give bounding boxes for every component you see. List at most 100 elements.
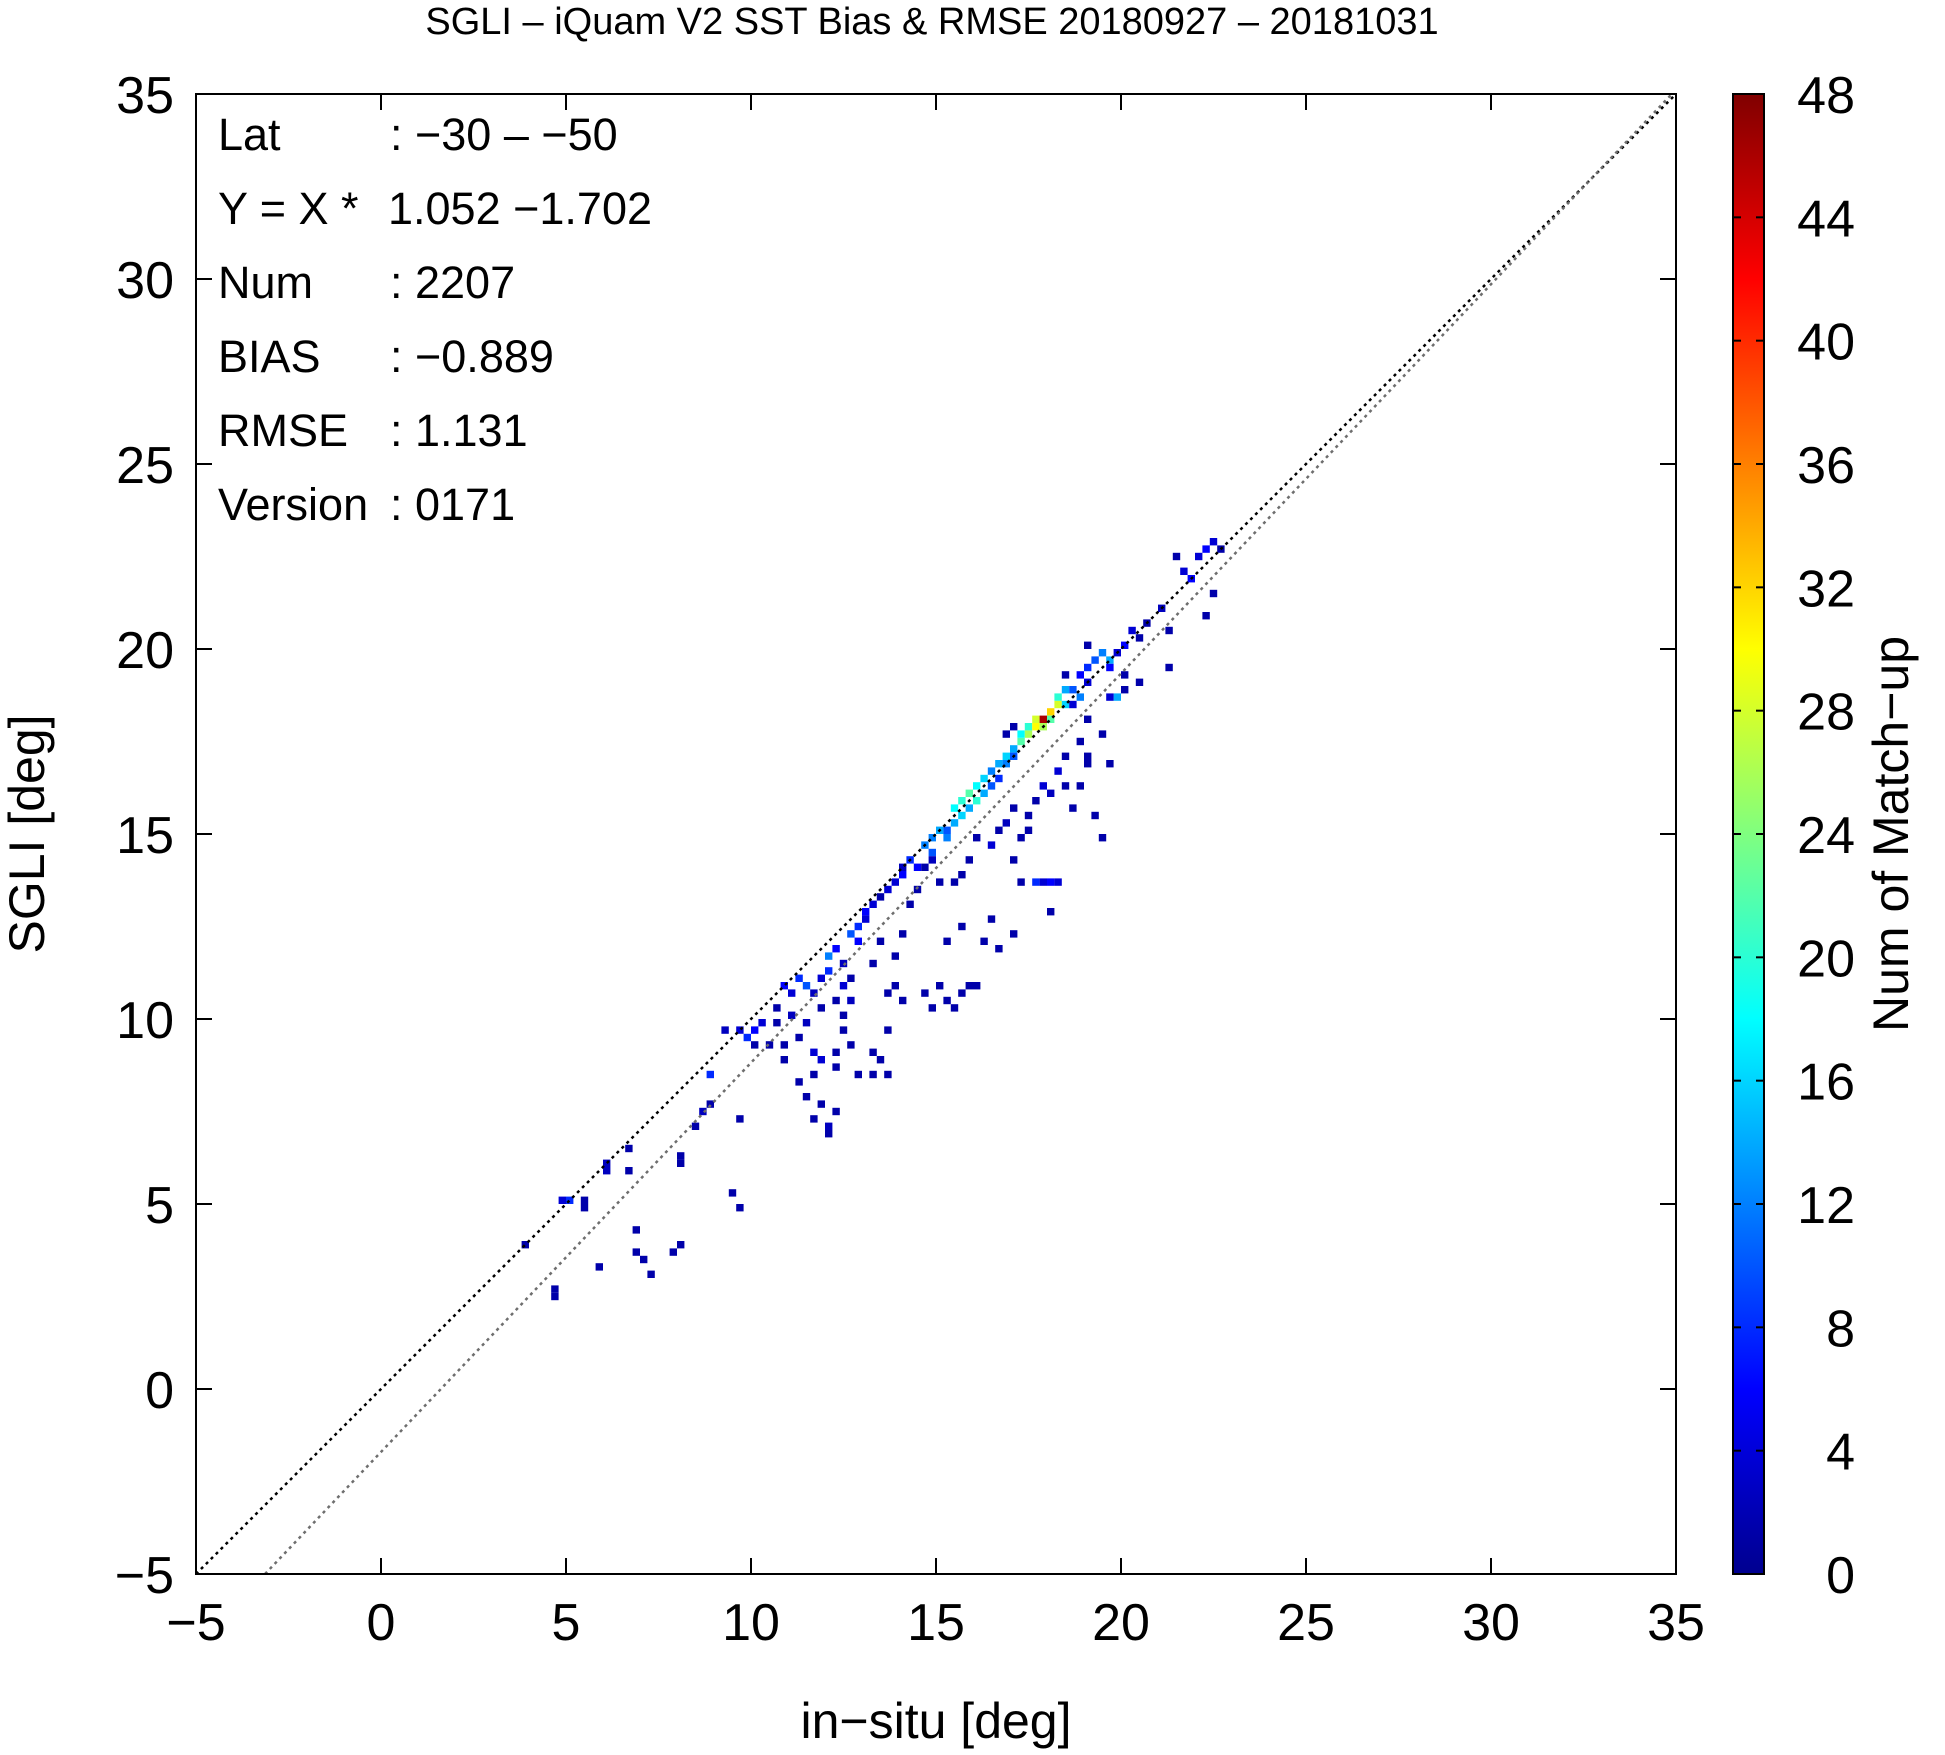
density-cell	[1024, 811, 1033, 820]
colorbar-tick-label: 12	[1797, 1177, 1855, 1235]
density-cell	[1061, 671, 1070, 679]
y-tick-label: 0	[145, 1362, 174, 1420]
density-cell	[847, 974, 855, 982]
x-tick-label: 25	[1277, 1594, 1335, 1652]
density-cell	[1076, 782, 1084, 790]
y-tick-label: 30	[116, 252, 174, 310]
density-cell	[677, 1159, 685, 1167]
density-cell	[1209, 538, 1218, 546]
density-cell	[876, 1056, 885, 1064]
density-cell	[1135, 678, 1144, 686]
density-cell	[580, 1196, 589, 1204]
density-cell	[847, 996, 855, 1005]
density-cell	[825, 1122, 833, 1130]
density-cell	[1002, 819, 1010, 827]
density-cell	[987, 767, 996, 775]
stats-value: : 0171	[390, 479, 515, 530]
density-cell	[1106, 760, 1114, 768]
density-cell	[1069, 700, 1077, 709]
density-cell	[802, 982, 811, 990]
density-cell	[899, 996, 907, 1005]
density-cell	[839, 982, 848, 990]
density-cell	[854, 937, 862, 945]
density-cell	[810, 1048, 818, 1056]
density-cell	[788, 989, 796, 997]
density-cell	[817, 1004, 825, 1012]
density-cell	[884, 989, 892, 997]
stats-label: Lat	[218, 109, 281, 160]
density-cell	[817, 974, 825, 982]
density-cell	[995, 760, 1003, 768]
density-cell	[1054, 700, 1062, 709]
density-cell	[1098, 834, 1107, 842]
density-cell	[1084, 760, 1092, 768]
density-cell	[1076, 737, 1084, 746]
density-cell	[965, 982, 973, 990]
density-cell	[995, 774, 1003, 783]
density-cell	[832, 1063, 840, 1071]
density-cell	[832, 1048, 840, 1056]
density-cell	[884, 1070, 892, 1079]
density-cell	[854, 1070, 862, 1079]
density-cell	[1084, 641, 1092, 649]
density-cell	[810, 989, 818, 997]
density-cell	[551, 1292, 559, 1301]
density-cell	[884, 885, 892, 894]
y-tick-label: 20	[116, 622, 174, 680]
density-cell	[751, 1026, 759, 1034]
density-cell	[706, 1070, 714, 1079]
density-cells	[521, 538, 1225, 1301]
density-cell	[936, 878, 944, 886]
density-cell	[1010, 745, 1018, 753]
density-cell	[1061, 752, 1070, 760]
density-cell	[1054, 878, 1062, 886]
stats-box: Lat: −30 – −50 Y = X * 1.052 −1.702 Num: 22…	[218, 109, 652, 530]
stats-label: BIAS	[218, 331, 321, 382]
density-cell	[699, 1107, 707, 1116]
density-cell	[802, 1093, 811, 1101]
x-tick-label: 30	[1462, 1594, 1520, 1652]
density-cell	[1017, 878, 1025, 886]
colorbar-tick-label: 40	[1797, 314, 1855, 372]
density-cell	[862, 915, 870, 923]
density-cell	[780, 982, 788, 990]
chart-title: SGLI – iQuam V2 SST Bias & RMSE 20180927…	[425, 1, 1438, 43]
density-cell	[773, 1004, 781, 1012]
density-cell	[1024, 826, 1033, 834]
density-cell	[625, 1167, 633, 1175]
density-cell	[1039, 878, 1047, 886]
density-cell	[825, 952, 833, 960]
density-cell	[817, 1056, 825, 1064]
colorbar-tick-label: 28	[1797, 684, 1855, 742]
density-cell	[795, 1078, 803, 1086]
stats-label: RMSE	[218, 405, 348, 456]
density-cell	[958, 922, 966, 931]
density-cell	[1091, 811, 1099, 820]
density-cell	[1113, 693, 1121, 701]
colorbar-tick-label: 32	[1797, 560, 1855, 618]
density-cell	[950, 878, 959, 886]
density-cell	[862, 908, 870, 916]
density-cell	[899, 863, 907, 871]
density-cell	[1091, 656, 1099, 664]
density-cell	[1202, 545, 1210, 553]
density-cell	[950, 1004, 959, 1012]
density-cell	[891, 952, 899, 960]
colorbar-tick-label: 24	[1797, 807, 1855, 865]
density-cell	[1202, 612, 1210, 620]
density-cell	[1032, 723, 1040, 731]
colorbar-tick-label: 20	[1797, 930, 1855, 988]
density-cell	[1054, 767, 1062, 775]
y-tick-label: 25	[116, 437, 174, 495]
stats-value: 1.052 −1.702	[388, 183, 652, 234]
density-cell	[973, 797, 981, 805]
density-cell	[928, 848, 936, 857]
density-cell	[765, 1041, 774, 1049]
density-cell	[1121, 671, 1129, 679]
density-cell	[876, 937, 885, 945]
density-cell	[1061, 782, 1070, 790]
stats-value: : −30 – −50	[390, 109, 618, 160]
density-cell	[1084, 715, 1092, 723]
density-cell	[965, 804, 973, 812]
